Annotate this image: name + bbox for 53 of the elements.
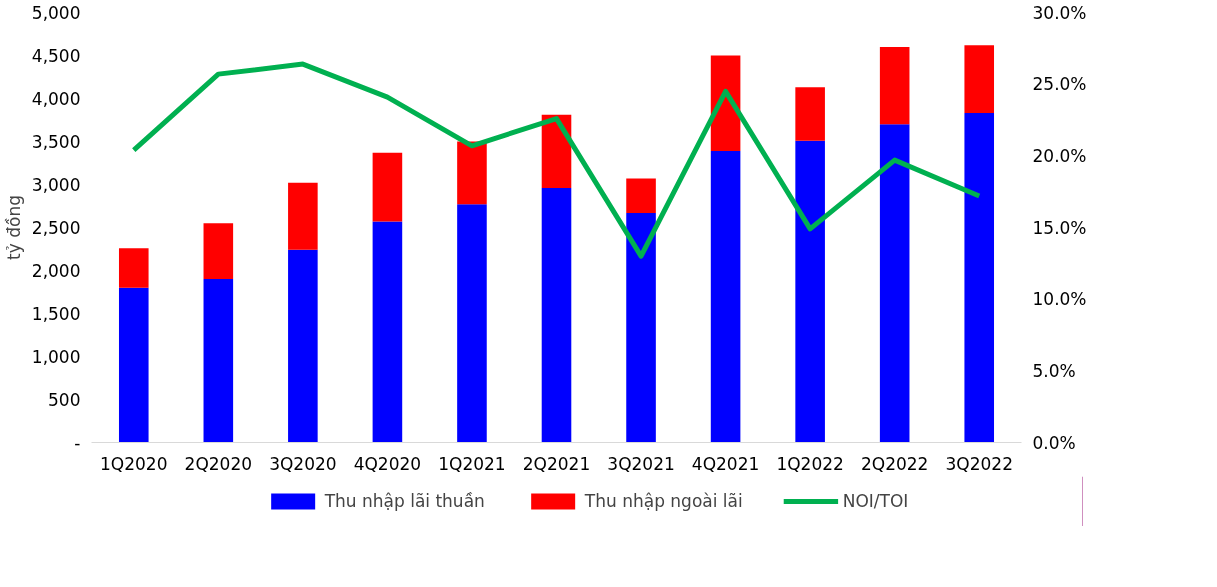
bar (203, 223, 234, 280)
y2-tick-label: 30.0% (1032, 2, 1087, 23)
bar (457, 204, 487, 443)
y-tick-label: 3,500 (31, 132, 81, 152)
bar (541, 187, 572, 443)
x-tick-label: 1Q2020 (100, 453, 168, 474)
bar (372, 152, 403, 222)
bar (118, 248, 149, 288)
y2-tick-label: 20.0% (1032, 145, 1087, 166)
x-tick-label: 3Q2022 (945, 453, 1013, 474)
y-tick-label: 1,000 (31, 347, 81, 367)
y-tick-label: - (74, 433, 81, 453)
legend-label: Thu nhập ngoài lãi (584, 491, 743, 511)
bar (457, 141, 487, 205)
bar (964, 113, 995, 443)
y-tick-label: 4,000 (31, 89, 81, 109)
x-tick-label: 4Q2021 (691, 453, 760, 474)
y-tick-label: 2,500 (31, 218, 81, 238)
x-tick-label: 2Q2020 (184, 453, 253, 474)
y-tick-label: 2,000 (31, 261, 81, 281)
y2-tick-label: 5.0% (1032, 360, 1076, 381)
x-tick-label: 2Q2021 (522, 453, 591, 474)
bar (710, 150, 741, 443)
y2-tick-label: 0.0% (1032, 432, 1076, 453)
bar (879, 46, 910, 125)
x-tick-label: 1Q2022 (776, 453, 844, 474)
bar (964, 45, 995, 114)
bar (288, 182, 318, 250)
x-tick-label: 1Q2021 (438, 453, 506, 474)
bar (118, 287, 149, 443)
y-tick-label: 4,500 (31, 46, 81, 66)
y-tick-label: 3,000 (31, 175, 81, 195)
legend-label: NOI/TOI (842, 491, 909, 511)
x-tick-label: 3Q2020 (269, 453, 337, 474)
x-tick-label: 4Q2020 (353, 453, 422, 474)
y-tick-label: 500 (48, 390, 81, 410)
bar (288, 249, 318, 443)
bar (795, 87, 825, 141)
x-tick-label: 2Q2022 (860, 453, 929, 474)
bar (879, 124, 910, 443)
bar (203, 279, 234, 443)
y-tick-label: 5,000 (31, 3, 81, 23)
legend-label: Thu nhập lãi thuần (324, 491, 485, 511)
bar (795, 140, 825, 443)
bar (372, 221, 403, 443)
y-tick-label: 1,500 (31, 304, 81, 324)
y2-tick-label: 15.0% (1032, 217, 1087, 238)
bar (626, 178, 656, 213)
y2-tick-label: 10.0% (1032, 289, 1087, 310)
y2-tick-label: 25.0% (1032, 74, 1087, 95)
x-tick-label: 3Q2021 (607, 453, 675, 474)
y-axis-title: tỷ đồng (3, 195, 24, 260)
bar (626, 212, 656, 443)
